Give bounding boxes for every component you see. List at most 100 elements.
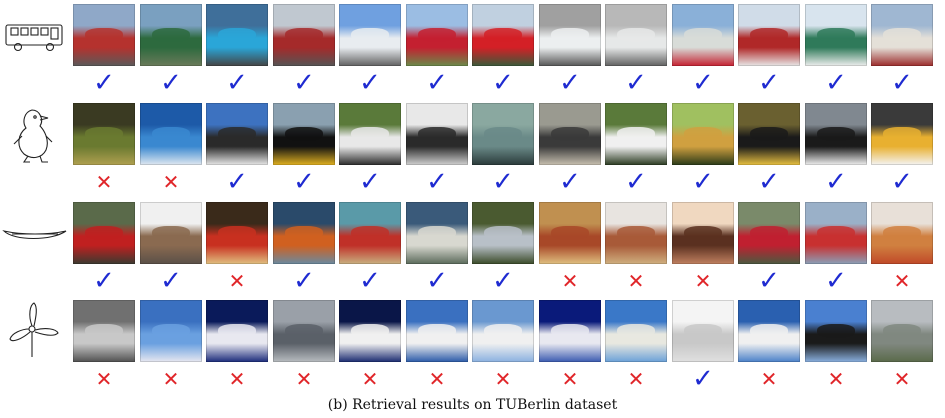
check-icon: ✓: [692, 364, 714, 394]
result-image[interactable]: [273, 4, 335, 66]
check-icon: ✓: [758, 167, 780, 197]
check-icon: ✓: [825, 266, 847, 296]
result-image[interactable]: [273, 300, 335, 362]
result-image[interactable]: [605, 202, 667, 264]
result-image[interactable]: [206, 300, 268, 362]
result-image[interactable]: [805, 300, 867, 362]
result-image[interactable]: [738, 300, 800, 362]
result-image[interactable]: [672, 202, 734, 264]
image-subject: [85, 27, 123, 43]
result-image[interactable]: [206, 4, 268, 66]
result-image[interactable]: [805, 202, 867, 264]
result-image[interactable]: [406, 300, 468, 362]
result-image[interactable]: [605, 300, 667, 362]
image-subject: [817, 323, 855, 339]
result-image[interactable]: [805, 4, 867, 66]
penguin-sketch-icon: [2, 102, 68, 166]
result-image[interactable]: [73, 4, 135, 66]
check-icon: ✓: [293, 68, 315, 98]
image-subject: [218, 323, 256, 339]
result-image[interactable]: [672, 103, 734, 165]
cross-icon: ✕: [162, 367, 180, 391]
result-image[interactable]: [273, 103, 335, 165]
result-image[interactable]: [871, 4, 933, 66]
result-image[interactable]: [140, 103, 202, 165]
canoe-sketch-icon: [2, 201, 68, 265]
result-image[interactable]: [738, 202, 800, 264]
check-icon: ✓: [226, 68, 248, 98]
image-subject: [684, 27, 722, 43]
cross-icon: ✕: [361, 367, 379, 391]
result-image[interactable]: [539, 300, 601, 362]
image-subject: [152, 225, 190, 241]
result-image[interactable]: [539, 4, 601, 66]
image-subject: [684, 126, 722, 142]
bus-sketch-icon: [2, 3, 68, 67]
result-image[interactable]: [140, 4, 202, 66]
result-image[interactable]: [472, 103, 534, 165]
result-image[interactable]: [206, 103, 268, 165]
image-subject: [218, 126, 256, 142]
result-image[interactable]: [273, 202, 335, 264]
image-subject: [285, 27, 323, 43]
result-image[interactable]: [672, 300, 734, 362]
image-subject: [883, 27, 921, 43]
result-image[interactable]: [406, 103, 468, 165]
result-image[interactable]: [73, 202, 135, 264]
result-image[interactable]: [539, 202, 601, 264]
check-icon: ✓: [492, 266, 514, 296]
result-image[interactable]: [406, 4, 468, 66]
result-image[interactable]: [140, 202, 202, 264]
result-image[interactable]: [339, 202, 401, 264]
result-image[interactable]: [73, 300, 135, 362]
check-icon: ✓: [492, 68, 514, 98]
result-image[interactable]: [73, 103, 135, 165]
result-image[interactable]: [738, 103, 800, 165]
result-image[interactable]: [339, 300, 401, 362]
result-image[interactable]: [871, 202, 933, 264]
image-subject: [418, 225, 456, 241]
image-subject: [351, 126, 389, 142]
check-icon: ✓: [426, 68, 448, 98]
image-subject: [551, 323, 589, 339]
cross-icon: ✕: [561, 269, 579, 293]
check-icon: ✓: [226, 167, 248, 197]
result-image[interactable]: [472, 300, 534, 362]
cross-icon: ✕: [95, 367, 113, 391]
image-subject: [218, 225, 256, 241]
image-subject: [617, 323, 655, 339]
check-icon: ✓: [559, 68, 581, 98]
result-image[interactable]: [472, 202, 534, 264]
result-image[interactable]: [406, 202, 468, 264]
cross-icon: ✕: [827, 367, 845, 391]
result-image[interactable]: [140, 300, 202, 362]
image-subject: [85, 323, 123, 339]
image-subject: [617, 27, 655, 43]
result-image[interactable]: [539, 103, 601, 165]
check-icon: ✓: [692, 68, 714, 98]
result-image[interactable]: [605, 103, 667, 165]
image-subject: [418, 323, 456, 339]
result-image[interactable]: [339, 4, 401, 66]
check-icon: ✓: [625, 167, 647, 197]
result-image[interactable]: [472, 4, 534, 66]
result-image[interactable]: [738, 4, 800, 66]
result-image[interactable]: [339, 103, 401, 165]
image-subject: [484, 27, 522, 43]
image-subject: [351, 225, 389, 241]
image-subject: [617, 126, 655, 142]
cross-icon: ✕: [760, 367, 778, 391]
image-subject: [617, 225, 655, 241]
result-image[interactable]: [206, 202, 268, 264]
result-image[interactable]: [871, 300, 933, 362]
windmill-sketch-icon: [2, 299, 68, 363]
result-image[interactable]: [805, 103, 867, 165]
result-image[interactable]: [605, 4, 667, 66]
cross-icon: ✕: [95, 170, 113, 194]
cross-icon: ✕: [627, 269, 645, 293]
check-icon: ✓: [825, 167, 847, 197]
result-image[interactable]: [871, 103, 933, 165]
result-image[interactable]: [672, 4, 734, 66]
image-subject: [484, 225, 522, 241]
check-icon: ✓: [891, 68, 913, 98]
